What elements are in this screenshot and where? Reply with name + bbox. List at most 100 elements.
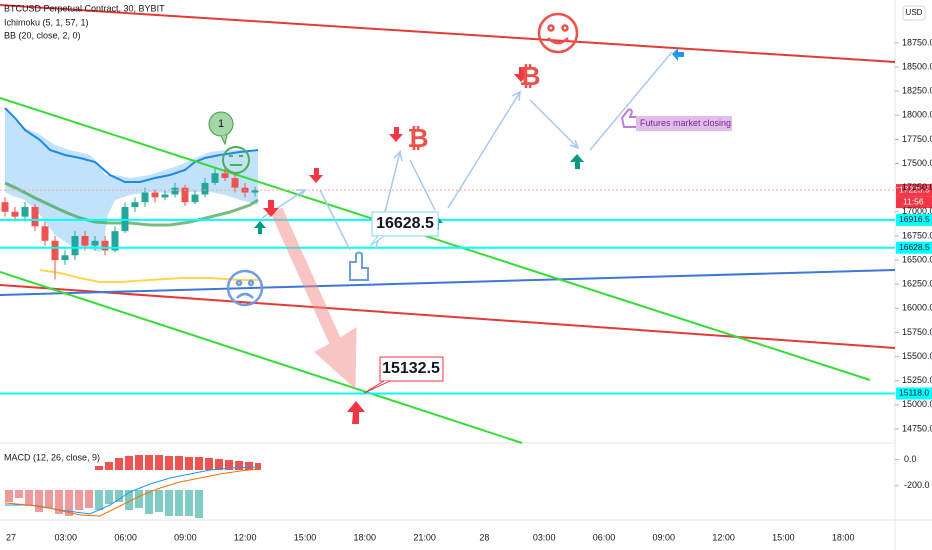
candle-body [11, 211, 19, 217]
price-tag [896, 387, 932, 400]
callout-tail [369, 235, 385, 247]
arrow-up [570, 154, 584, 169]
macd-tick-label: 0.0 [904, 454, 917, 464]
x-tick-label: 06:00 [593, 532, 616, 542]
projection-path [261, 51, 673, 251]
callout-tail [363, 380, 391, 394]
levels: 17225.5 11:56 16916.5 16628.5 15118.0 [0, 184, 932, 400]
x-tick-label: 09:00 [653, 532, 676, 542]
candle-body [251, 190, 259, 193]
currency-button[interactable] [902, 5, 926, 21]
ichimoku-lagging-line [4, 181, 259, 227]
projection [375, 149, 403, 249]
candle-body [101, 240, 109, 251]
price-tag-label: 15118.0 [899, 388, 929, 398]
signal-line [4, 468, 259, 517]
x-tick-label: 03:00 [533, 532, 556, 542]
candle-body [211, 173, 219, 183]
arrow-down [263, 200, 279, 217]
indicator-legend: BB (20, close, 2, 0) [4, 30, 81, 40]
smiley-neutral [222, 146, 250, 174]
macd-legend: MACD (12, 26, close, 9) [4, 452, 100, 462]
y-tick-label: 17250.0 [902, 182, 932, 192]
smileys [222, 12, 579, 307]
x-tick-label: 09:00 [174, 532, 197, 542]
y-tick-label: 15000.0 [902, 399, 932, 409]
y-tick-label: 15250.0 [902, 375, 932, 385]
candle-body [201, 182, 209, 195]
ichimoku-base-line [4, 107, 259, 183]
callout-box [379, 356, 444, 382]
note-box [636, 116, 732, 131]
candle-body [51, 240, 59, 261]
arrow-up-big [347, 401, 365, 424]
trend-line-green [0, 271, 523, 444]
candles [1, 167, 259, 280]
macd-hist [5, 490, 93, 516]
arrow-down [514, 67, 528, 82]
bitcoin-icon: ₿ [519, 61, 540, 91]
candle-body [81, 235, 89, 246]
y-tick-label: 16000.0 [902, 303, 932, 313]
smiley-sad [226, 269, 264, 307]
trend-line-red [0, 4, 896, 63]
projection [319, 189, 351, 251]
x-tick-label: 03:00 [55, 532, 78, 542]
indicator-legend: Ichimoku (5, 1, 57, 1) [4, 17, 89, 27]
price-tag-label: 16916.5 [899, 214, 930, 224]
callout-text: 15132.5 [382, 360, 440, 377]
candle-body [181, 187, 189, 203]
y-tick-label: 16500.0 [902, 254, 932, 264]
candle-body [91, 240, 99, 246]
trend-line-red [0, 284, 896, 349]
candle-body [131, 202, 139, 208]
candle-body [221, 173, 229, 179]
macd [4, 455, 261, 518]
x-tick-label: 21:00 [413, 532, 436, 542]
price-tag-label: 16628.5 [899, 242, 930, 252]
trend-line-green [0, 97, 871, 381]
x-tick-label: 15:00 [772, 532, 795, 542]
y-tick-label: 18500.0 [902, 61, 932, 71]
y-tick-label: 17500.0 [902, 158, 932, 168]
y-tick-label: 18750.0 [902, 37, 932, 47]
big-arrow [261, 207, 357, 390]
candle-body [61, 255, 69, 261]
macd-hist [95, 490, 203, 518]
price-tag [896, 213, 932, 226]
smiley-happy [537, 12, 579, 54]
y-tick-label: 15500.0 [902, 351, 932, 361]
projection [447, 90, 523, 209]
note-text: Futures market closing [640, 118, 731, 128]
x-tick-label: 06:00 [114, 532, 137, 542]
bb-lower [39, 269, 258, 283]
currency: USD [906, 8, 923, 17]
x-tick-label: 15:00 [294, 532, 317, 542]
y-tick-label: 15750.0 [902, 327, 932, 337]
price-tag-label: 17225.5 [899, 184, 930, 194]
candle-body [191, 194, 199, 203]
x-tick-label: 18:00 [354, 532, 377, 542]
projection [589, 51, 673, 151]
projection [409, 159, 436, 211]
hand-icon [349, 251, 369, 281]
arrow-down [309, 168, 323, 183]
candle-body [141, 192, 149, 203]
bitcoin-icon: ₿ [407, 123, 428, 153]
countdown: 11:56 [903, 196, 924, 206]
x-tick-label: 12:00 [234, 532, 257, 542]
arrow-down [389, 127, 403, 142]
candle-body [21, 207, 29, 217]
candle-body [71, 235, 79, 256]
macd-hist [95, 455, 261, 470]
y-tick-label: 16750.0 [902, 230, 932, 240]
y-tick-label: 16250.0 [902, 279, 932, 289]
symbol-title: BTCUSD Perpetual Contract, 30, BYBIT [4, 3, 165, 13]
candle-body [31, 207, 39, 227]
x-tick-label: 18:00 [832, 532, 855, 542]
projection [261, 189, 308, 219]
balloon-tail [220, 134, 228, 146]
callout-text: 16628.5 [376, 215, 434, 232]
